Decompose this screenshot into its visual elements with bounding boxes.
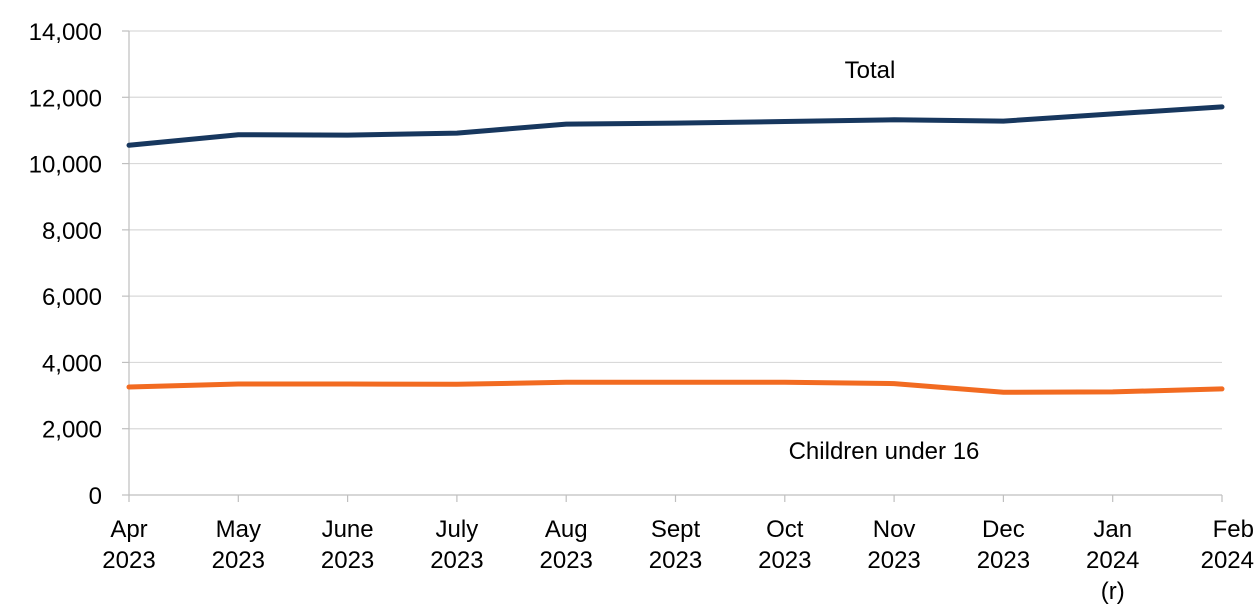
x-tick-label: Sept 2023 (649, 516, 702, 574)
series-label-total: Total (845, 57, 896, 84)
y-axis-ticks: 0 2,000 4,000 6,000 8,000 10,000 12,000 14,000 (29, 19, 129, 510)
y-tick-label: 4,000 (42, 350, 102, 377)
y-tick-label: 10,000 (29, 152, 102, 179)
series-labels: Total Children under 16 (789, 57, 980, 465)
x-tick-label: July 2023 (430, 516, 483, 574)
x-tick-label: Nov 2023 (867, 516, 920, 574)
x-tick-label: May 2023 (212, 516, 265, 574)
y-tick-label: 14,000 (29, 19, 102, 46)
y-tick-label: 0 (89, 483, 102, 510)
x-tick-label: Dec 2023 (977, 516, 1030, 574)
y-tick-label: 6,000 (42, 284, 102, 311)
gridlines (129, 30, 1222, 430)
series-line-children-under-16 (126, 379, 1225, 395)
x-tick-label: Apr 2023 (102, 516, 155, 574)
x-tick-label: June 2023 (321, 516, 374, 574)
y-tick-label: 2,000 (42, 417, 102, 444)
axes (128, 31, 1222, 496)
x-axis-ticks: Apr 2023 May 2023 June 2023 July 2023 Aug 2023 Sep… (102, 495, 1254, 605)
x-tick-label: Feb 2024 (1201, 516, 1254, 574)
x-tick-label: Aug 2023 (540, 516, 593, 574)
series-label-children: Children under 16 (789, 438, 980, 465)
x-tick-label: Jan 2024 (r) (1086, 516, 1139, 605)
series-line-total (126, 104, 1225, 148)
y-tick-label: 8,000 (42, 218, 102, 245)
series-lines (126, 104, 1225, 395)
y-tick-label: 12,000 (29, 85, 102, 112)
x-tick-label: Oct 2023 (758, 516, 811, 574)
